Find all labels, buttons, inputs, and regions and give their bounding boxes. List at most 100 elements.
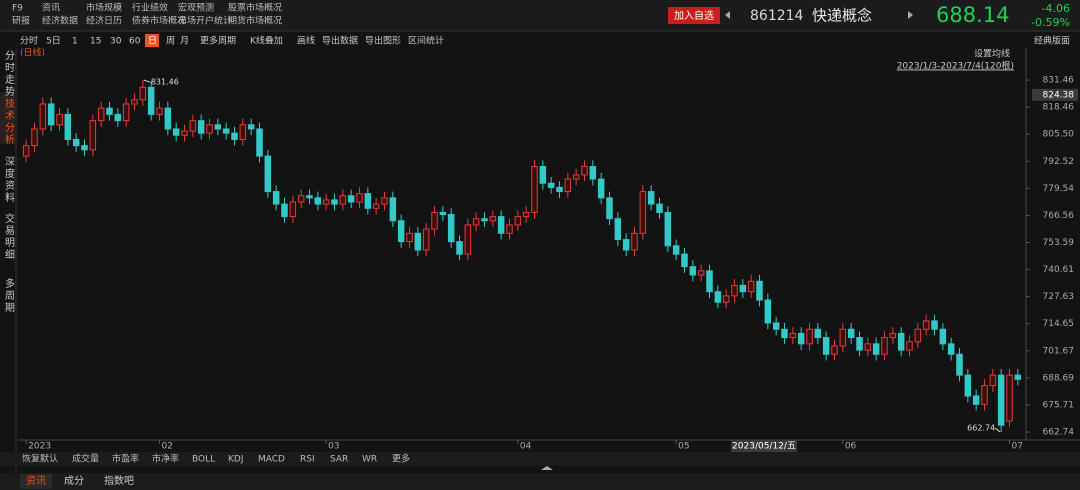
side-tab[interactable]: 技术分析 — [3, 97, 15, 146]
period-button[interactable]: 导出数据 — [322, 35, 358, 47]
change: -4.06 — [1042, 2, 1070, 15]
active-tab-bg — [20, 474, 52, 489]
candle-body — [64, 113, 72, 140]
indicator-button[interactable]: MACD — [258, 455, 285, 465]
period-button[interactable]: 区间统计 — [408, 35, 444, 47]
candle-body — [139, 86, 147, 101]
period-button[interactable]: 5日 — [46, 36, 61, 47]
side-tab[interactable]: 分时走势 — [3, 50, 15, 98]
menu-item[interactable]: 市场开户统计 — [178, 15, 232, 27]
candle-body — [239, 124, 247, 140]
ma-setting[interactable]: 设置均线 — [974, 48, 1010, 60]
candle-body — [764, 299, 772, 324]
candle-body — [514, 216, 522, 226]
period-button[interactable]: 60 — [129, 37, 141, 47]
menu-item[interactable]: 经济日历 — [86, 15, 122, 27]
bottom-tab[interactable]: 资讯 — [26, 475, 46, 487]
collapse-arrow[interactable] — [541, 466, 553, 470]
menu-item[interactable]: 行业绩效 — [132, 2, 168, 14]
period-button[interactable]: 30 — [110, 37, 122, 47]
bottom-tab[interactable]: 成分 — [64, 475, 84, 487]
candle-body — [781, 328, 788, 339]
candle-body — [47, 103, 55, 126]
candle-body — [272, 191, 280, 205]
x-tick-label: 02 — [162, 442, 173, 452]
menu-item[interactable]: 研报 — [12, 15, 30, 27]
candle-body — [456, 241, 463, 255]
indicator-button[interactable]: WR — [362, 455, 377, 465]
y-tick-label: 675.71 — [1043, 400, 1075, 410]
menu-item[interactable]: 债券市场概况 — [132, 15, 186, 27]
candle-body — [689, 266, 697, 276]
indicator-button[interactable]: KDJ — [228, 455, 244, 465]
candle-body — [864, 343, 872, 351]
candle-body — [222, 128, 230, 134]
candle-body — [697, 270, 705, 276]
indicator-button[interactable]: BOLL — [192, 455, 215, 465]
candle-body — [172, 128, 180, 136]
side-tab[interactable]: 交易明细 — [3, 212, 15, 261]
period-button[interactable]: 导出图形 — [365, 35, 401, 47]
candle-body — [589, 166, 597, 180]
menu-item[interactable]: 市场规模 — [86, 2, 122, 14]
candle-body — [289, 201, 297, 218]
indicator-button[interactable]: 成交量 — [72, 453, 99, 465]
candle-body — [264, 155, 272, 193]
menu-item[interactable]: 期货市场概况 — [228, 15, 282, 27]
menu-item[interactable]: 股票市场概况 — [228, 2, 282, 14]
candle-body — [189, 120, 197, 132]
indicator-button[interactable]: SAR — [330, 455, 348, 465]
candle-body — [914, 328, 922, 343]
candle-body — [356, 193, 363, 203]
period-button[interactable]: 日 — [148, 36, 157, 47]
candle-body — [681, 253, 688, 268]
indicator-button[interactable]: 市净率 — [152, 453, 179, 465]
period-button[interactable]: 1 — [72, 37, 78, 47]
period-button[interactable]: 周 — [166, 36, 175, 47]
menu-item[interactable]: F9 — [12, 4, 23, 14]
candle-body — [922, 320, 930, 330]
candle-body — [39, 103, 47, 130]
candle-body — [672, 245, 680, 255]
min-pointer — [994, 427, 1001, 433]
crosshair-date-box — [731, 440, 797, 452]
period-button[interactable]: 15 — [90, 37, 101, 47]
candle-body — [281, 203, 288, 218]
period-button[interactable]: 画线 — [297, 35, 315, 47]
period-button[interactable]: K线叠加 — [250, 35, 283, 47]
candle-body — [339, 195, 347, 205]
side-tab[interactable]: 多周期 — [3, 277, 15, 314]
menu-item[interactable]: 资讯 — [42, 3, 60, 14]
candle-body — [556, 186, 563, 193]
candle-body — [297, 195, 305, 203]
period-button[interactable]: 分时 — [20, 35, 38, 47]
candle-body — [722, 295, 730, 303]
candle-body — [489, 216, 497, 222]
price: 688.14 — [936, 3, 1009, 27]
indicator-button[interactable]: 市盈率 — [112, 453, 139, 465]
period-button[interactable]: 更多周期 — [200, 35, 236, 47]
candle-body — [106, 107, 113, 115]
add-watch-button[interactable]: 加入自选 — [674, 9, 714, 22]
side-tab[interactable]: 深度资料 — [3, 156, 15, 204]
next-arrow[interactable] — [908, 11, 913, 19]
candle-body — [406, 232, 413, 243]
y-tick-label: 753.59 — [1043, 238, 1075, 248]
menu-item[interactable]: 经济数据 — [42, 15, 78, 27]
candle-body — [839, 328, 847, 347]
candle-body — [114, 113, 122, 122]
indicator-button[interactable]: 更多 — [392, 453, 410, 465]
candle-body — [364, 193, 372, 209]
indicator-button[interactable]: 恢复默认 — [22, 453, 58, 465]
bottom-tab[interactable]: 指数吧 — [104, 474, 134, 487]
y-tick-label: 779.54 — [1043, 184, 1075, 194]
candle-body — [606, 197, 613, 220]
candle-body — [789, 332, 797, 339]
candle-body — [572, 174, 580, 180]
prev-arrow[interactable] — [725, 11, 730, 19]
menu-item[interactable]: 宏观预测 — [178, 2, 214, 14]
indicator-button[interactable]: RSI — [300, 455, 315, 465]
period-button[interactable]: 月 — [180, 36, 189, 47]
layout-button[interactable]: 经典版面 — [1034, 35, 1070, 47]
